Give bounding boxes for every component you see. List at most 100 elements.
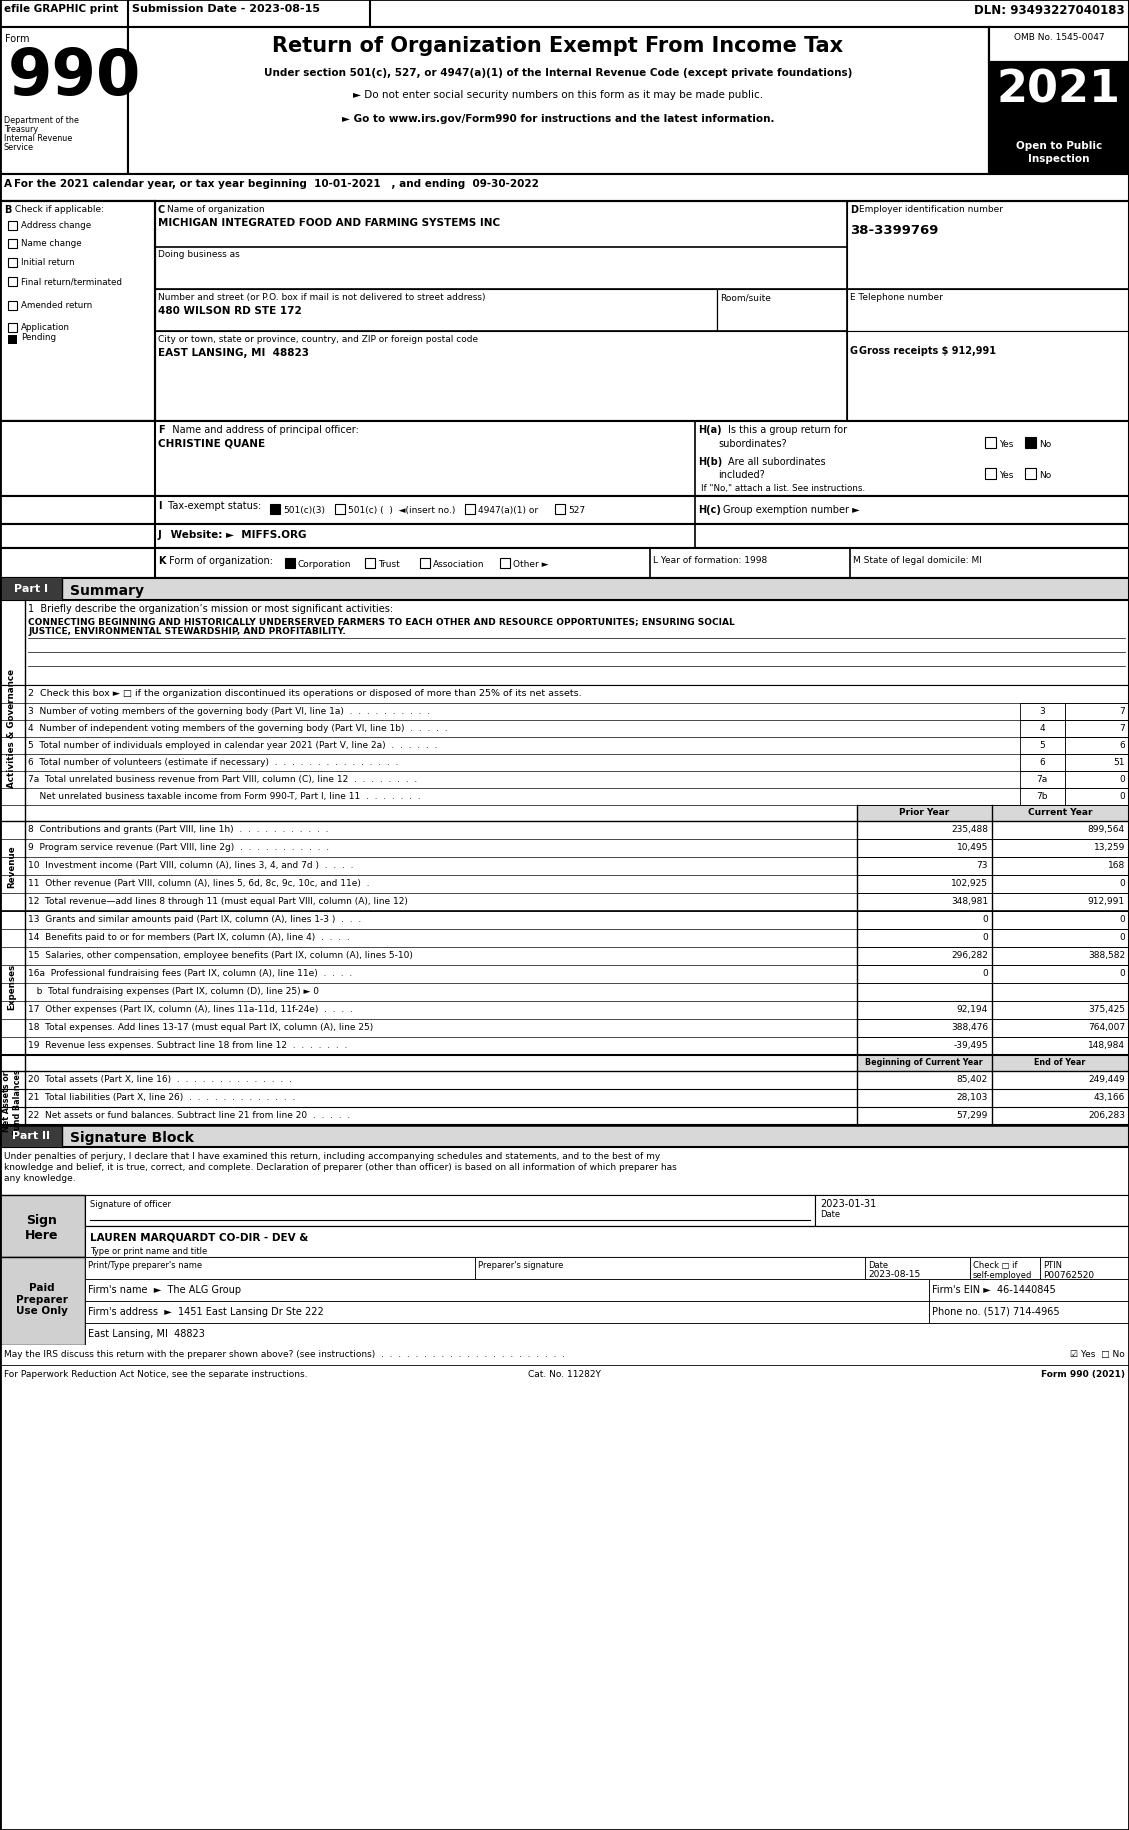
Text: Prior Year: Prior Year bbox=[899, 807, 949, 816]
Bar bbox=[1065, 703, 1128, 721]
Bar bbox=[0, 1195, 85, 1257]
Text: MICHIGAN INTEGRATED FOOD AND FARMING SYSTEMS INC: MICHIGAN INTEGRATED FOOD AND FARMING SYS… bbox=[158, 218, 500, 229]
Text: 6  Total number of volunteers (estimate if necessary)  .  .  .  .  .  .  .  .  .: 6 Total number of volunteers (estimate i… bbox=[28, 758, 399, 767]
Text: Open to Public: Open to Public bbox=[1016, 141, 1102, 150]
Text: 249,449: 249,449 bbox=[1088, 1074, 1124, 1083]
Bar bbox=[1019, 737, 1065, 754]
Text: 19  Revenue less expenses. Subtract line 18 from line 12  .  .  .  .  .  .  .: 19 Revenue less expenses. Subtract line … bbox=[28, 1041, 348, 1049]
Text: G: G bbox=[850, 346, 858, 355]
Text: Date: Date bbox=[868, 1261, 889, 1270]
Text: 912,991: 912,991 bbox=[1088, 897, 1124, 906]
Text: Check if applicable:: Check if applicable: bbox=[12, 205, 104, 214]
Text: 527: 527 bbox=[568, 505, 585, 514]
Text: 16a  Professional fundraising fees (Part IX, column (A), line 11e)  .  .  .  .: 16a Professional fundraising fees (Part … bbox=[28, 968, 352, 977]
Text: Beginning of Current Year: Beginning of Current Year bbox=[865, 1058, 983, 1067]
Bar bbox=[0, 805, 1129, 822]
Bar bbox=[857, 1001, 992, 1019]
Text: Final return/terminated: Final return/terminated bbox=[21, 276, 122, 285]
Text: City or town, state or province, country, and ZIP or foreign postal code: City or town, state or province, country… bbox=[158, 335, 478, 344]
Text: 17  Other expenses (Part IX, column (A), lines 11a-11d, 11f-24e)  .  .  .  .: 17 Other expenses (Part IX, column (A), … bbox=[28, 1005, 353, 1014]
Text: -39,495: -39,495 bbox=[953, 1041, 988, 1049]
Text: 388,476: 388,476 bbox=[951, 1023, 988, 1032]
Bar bbox=[857, 1089, 992, 1107]
Text: Is this a group return for: Is this a group return for bbox=[728, 425, 847, 436]
Text: I: I bbox=[158, 501, 161, 511]
Bar bbox=[0, 549, 1129, 578]
Bar bbox=[128, 27, 989, 176]
Text: For the 2021 calendar year, or tax year beginning  10-01-2021   , and ending  09: For the 2021 calendar year, or tax year … bbox=[14, 179, 539, 188]
Text: 6: 6 bbox=[1119, 741, 1124, 750]
Text: 13,259: 13,259 bbox=[1094, 842, 1124, 851]
Text: 7: 7 bbox=[1119, 723, 1124, 732]
Text: Revenue: Revenue bbox=[8, 845, 17, 888]
Bar bbox=[85, 1279, 929, 1301]
Text: Phone no. (517) 714-4965: Phone no. (517) 714-4965 bbox=[933, 1307, 1060, 1316]
Text: 28,103: 28,103 bbox=[956, 1093, 988, 1102]
Text: Part II: Part II bbox=[12, 1131, 50, 1140]
Text: 0: 0 bbox=[1119, 915, 1124, 924]
Bar bbox=[0, 1147, 1129, 1195]
Text: OMB No. 1545-0047: OMB No. 1545-0047 bbox=[1014, 33, 1104, 42]
Bar bbox=[857, 805, 992, 822]
Text: Employer identification number: Employer identification number bbox=[859, 205, 1003, 214]
Bar bbox=[8, 240, 17, 249]
Text: Internal Revenue: Internal Revenue bbox=[5, 134, 72, 143]
Bar bbox=[992, 1038, 1129, 1056]
Text: 0: 0 bbox=[982, 915, 988, 924]
Text: LAUREN MARQUARDT CO-DIR - DEV &: LAUREN MARQUARDT CO-DIR - DEV & bbox=[90, 1232, 308, 1241]
Text: P00762520: P00762520 bbox=[1043, 1270, 1094, 1279]
Bar bbox=[85, 1301, 929, 1323]
Bar bbox=[857, 875, 992, 893]
Text: 2023-08-15: 2023-08-15 bbox=[868, 1270, 920, 1279]
Text: 480 WILSON RD STE 172: 480 WILSON RD STE 172 bbox=[158, 306, 301, 317]
Text: Net Assets or
Fund Balances: Net Assets or Fund Balances bbox=[2, 1069, 21, 1135]
Text: H(c): H(c) bbox=[698, 505, 721, 514]
Bar bbox=[857, 822, 992, 840]
Bar bbox=[0, 0, 1129, 27]
Text: Under penalties of perjury, I declare that I have examined this return, includin: Under penalties of perjury, I declare th… bbox=[5, 1151, 660, 1160]
Text: Return of Organization Exempt From Income Tax: Return of Organization Exempt From Incom… bbox=[272, 37, 843, 57]
Bar bbox=[857, 966, 992, 983]
Text: Preparer's signature: Preparer's signature bbox=[478, 1261, 563, 1270]
Bar bbox=[1019, 789, 1065, 805]
Bar bbox=[1065, 754, 1128, 772]
Bar bbox=[1019, 754, 1065, 772]
Text: 1  Briefly describe the organization’s mission or most significant activities:: 1 Briefly describe the organization’s mi… bbox=[28, 604, 393, 613]
Bar bbox=[0, 201, 155, 421]
Bar bbox=[335, 505, 345, 514]
Text: self-employed: self-employed bbox=[973, 1270, 1032, 1279]
Bar bbox=[85, 1323, 1129, 1345]
Bar bbox=[1065, 737, 1128, 754]
Bar bbox=[0, 600, 1129, 686]
Text: 13  Grants and similar amounts paid (Part IX, column (A), lines 1-3 )  .  .  .: 13 Grants and similar amounts paid (Part… bbox=[28, 915, 361, 924]
Text: 148,984: 148,984 bbox=[1088, 1041, 1124, 1049]
Text: 0: 0 bbox=[1119, 933, 1124, 941]
Bar bbox=[1065, 721, 1128, 737]
Text: Signature Block: Signature Block bbox=[70, 1131, 194, 1144]
Text: Date: Date bbox=[820, 1210, 840, 1219]
Text: 8  Contributions and grants (Part VIII, line 1h)  .  .  .  .  .  .  .  .  .  .  : 8 Contributions and grants (Part VIII, l… bbox=[28, 825, 329, 833]
Text: Inspection: Inspection bbox=[1029, 154, 1089, 165]
Bar bbox=[8, 278, 17, 287]
Bar bbox=[857, 911, 992, 930]
Text: 501(c)(3): 501(c)(3) bbox=[283, 505, 325, 514]
Text: Name and address of principal officer:: Name and address of principal officer: bbox=[166, 425, 359, 436]
Text: 85,402: 85,402 bbox=[956, 1074, 988, 1083]
Bar bbox=[155, 331, 847, 421]
Text: 9  Program service revenue (Part VIII, line 2g)  .  .  .  .  .  .  .  .  .  .  .: 9 Program service revenue (Part VIII, li… bbox=[28, 842, 330, 851]
Text: 14  Benefits paid to or for members (Part IX, column (A), line 4)  .  .  .  .: 14 Benefits paid to or for members (Part… bbox=[28, 933, 350, 941]
Text: 5: 5 bbox=[1039, 741, 1044, 750]
Text: For Paperwork Reduction Act Notice, see the separate instructions.: For Paperwork Reduction Act Notice, see … bbox=[5, 1369, 307, 1378]
Text: Website: ►  MIFFS.ORG: Website: ► MIFFS.ORG bbox=[167, 529, 306, 540]
Text: A: A bbox=[5, 179, 12, 188]
Bar bbox=[0, 1257, 85, 1345]
Text: 990: 990 bbox=[8, 46, 141, 108]
Bar bbox=[365, 558, 375, 569]
Text: subordinates?: subordinates? bbox=[718, 439, 787, 448]
Text: 57,299: 57,299 bbox=[956, 1111, 988, 1120]
Text: 3: 3 bbox=[1039, 706, 1044, 716]
Bar bbox=[270, 505, 280, 514]
Text: 15  Salaries, other compensation, employee benefits (Part IX, column (A), lines : 15 Salaries, other compensation, employe… bbox=[28, 950, 413, 959]
Text: Room/suite: Room/suite bbox=[720, 293, 771, 302]
Text: DLN: 93493227040183: DLN: 93493227040183 bbox=[974, 4, 1124, 16]
